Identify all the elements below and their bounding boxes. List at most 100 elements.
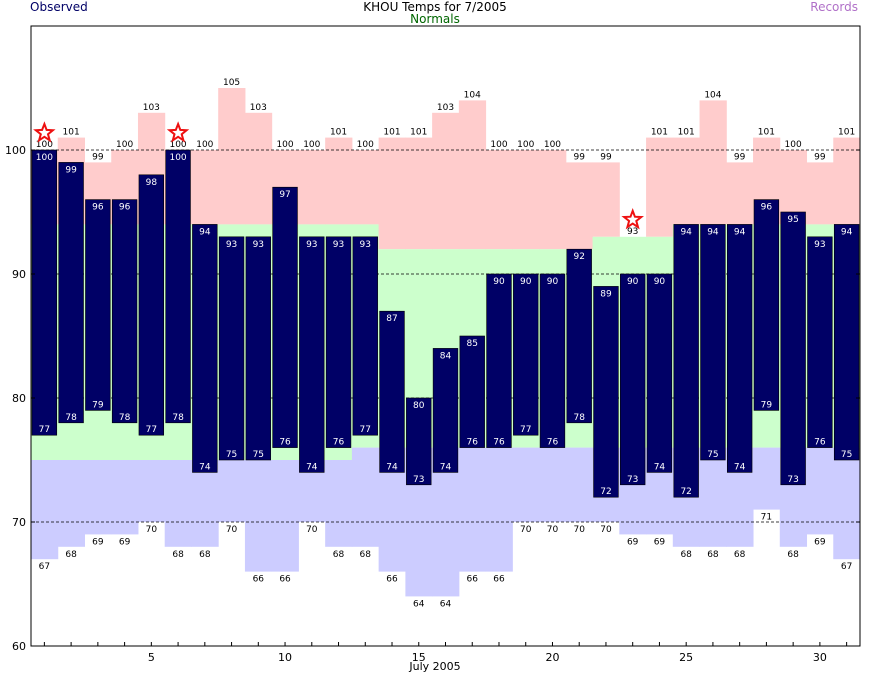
record-stars	[33, 121, 644, 230]
observed-bar	[299, 236, 325, 473]
y-tick-label: 60	[12, 640, 26, 653]
observed-low-label: 78	[119, 413, 131, 423]
record-high-label: 99	[573, 152, 585, 162]
record-low-band	[191, 460, 219, 547]
record-high-label: 105	[223, 78, 240, 88]
observed-low-label: 72	[680, 487, 691, 497]
observed-low-label: 75	[707, 450, 718, 460]
record-low-label: 64	[413, 599, 425, 609]
record-high-label: 101	[678, 128, 695, 138]
observed-bar	[513, 273, 539, 436]
observed-high-label: 89	[600, 289, 612, 299]
record-high-label: 101	[63, 128, 80, 138]
record-low-band	[164, 460, 192, 547]
record-high-label: 99	[814, 152, 826, 162]
observed-bar	[138, 174, 165, 436]
record-high-band	[726, 162, 754, 225]
record-low-band	[351, 447, 380, 547]
observed-low-label: 79	[92, 400, 104, 410]
x-axis-label: July 2005	[409, 660, 461, 673]
record-high-label: 100	[785, 140, 802, 150]
observed-low-label: 74	[386, 462, 398, 472]
record-low-label: 69	[814, 537, 826, 547]
observed-high-label: 90	[493, 277, 505, 287]
record-high-band	[833, 137, 861, 225]
observed-high-label: 96	[761, 203, 773, 213]
record-low-label: 68	[172, 550, 184, 560]
record-low-label: 68	[734, 550, 746, 560]
x-tick-label: 25	[679, 651, 693, 664]
observed-low-label: 75	[226, 450, 237, 460]
record-low-label: 68	[787, 550, 799, 560]
record-high-band	[244, 112, 273, 225]
y-tick-label: 80	[12, 392, 26, 405]
record-high-label: 100	[196, 140, 213, 150]
observed-high-label: 97	[279, 190, 290, 200]
observed-low-label: 76	[493, 438, 505, 448]
observed-high-label: 80	[413, 401, 425, 411]
record-high-label: 101	[383, 128, 400, 138]
observed-high-label: 95	[787, 215, 798, 225]
record-high-band	[565, 162, 594, 250]
observed-high-label: 85	[467, 339, 478, 349]
observed-low-label: 76	[333, 438, 345, 448]
record-low-band	[485, 447, 513, 572]
x-tick-label: 5	[148, 651, 155, 664]
record-low-label: 68	[680, 550, 692, 560]
value-labels: 100 77 100 67 99 78 101 68 96 79 99 69 96 78 100 69 98 77…	[36, 78, 855, 609]
observed-low-label: 72	[600, 487, 611, 497]
observed-high-label: 84	[440, 351, 452, 361]
record-high-label: 101	[651, 128, 668, 138]
record-low-band	[512, 447, 540, 522]
observed-bar	[245, 236, 271, 461]
observed-high-label: 96	[119, 203, 131, 213]
observed-high-label: 90	[520, 277, 532, 287]
observed-high-label: 93	[814, 240, 825, 250]
observed-high-label: 93	[306, 240, 317, 250]
observed-high-label: 94	[841, 227, 853, 237]
record-low-label: 66	[493, 575, 505, 585]
observed-bar	[325, 236, 352, 448]
record-high-band	[699, 100, 727, 225]
observed-high-label: 99	[65, 165, 77, 175]
observed-low-label: 74	[734, 462, 746, 472]
observed-low-label: 77	[520, 425, 531, 435]
observed-high-label: 90	[654, 277, 666, 287]
record-low-label: 66	[386, 575, 398, 585]
record-low-band	[244, 460, 273, 572]
record-high-label: 103	[437, 103, 454, 113]
observed-low-label: 76	[279, 438, 291, 448]
observed-bar	[566, 248, 592, 424]
x-tick-label: 30	[813, 651, 827, 664]
observed-low-label: 73	[627, 475, 638, 485]
record-low-label: 66	[467, 575, 479, 585]
observed-bar	[432, 348, 459, 473]
observed-bar	[406, 397, 432, 486]
observed-low-label: 75	[253, 450, 264, 460]
record-low-band	[218, 460, 246, 522]
record-low-label: 69	[92, 537, 104, 547]
observed-bar	[833, 224, 860, 461]
observed-low-label: 76	[467, 438, 479, 448]
legend-records: Records	[810, 0, 858, 14]
record-low-label: 70	[306, 525, 318, 535]
observed-high-label: 87	[386, 314, 397, 324]
record-high-band	[351, 150, 380, 225]
observed-bar	[379, 310, 405, 473]
record-low-band	[539, 447, 567, 522]
record-low-band	[271, 460, 299, 572]
observed-bar	[192, 224, 218, 473]
observed-low-label: 74	[306, 462, 318, 472]
record-low-label: 66	[253, 575, 265, 585]
record-low-band	[111, 460, 139, 535]
record-high-label: 99	[92, 152, 104, 162]
observed-high-label: 90	[547, 277, 559, 287]
record-low-label: 71	[761, 513, 772, 523]
record-low-band	[565, 447, 594, 522]
record-high-band	[485, 150, 513, 250]
record-high-label: 104	[704, 90, 721, 100]
observed-bar	[58, 162, 84, 424]
observed-bar	[700, 224, 726, 461]
record-high-band	[432, 112, 460, 250]
observed-bars	[31, 149, 860, 498]
